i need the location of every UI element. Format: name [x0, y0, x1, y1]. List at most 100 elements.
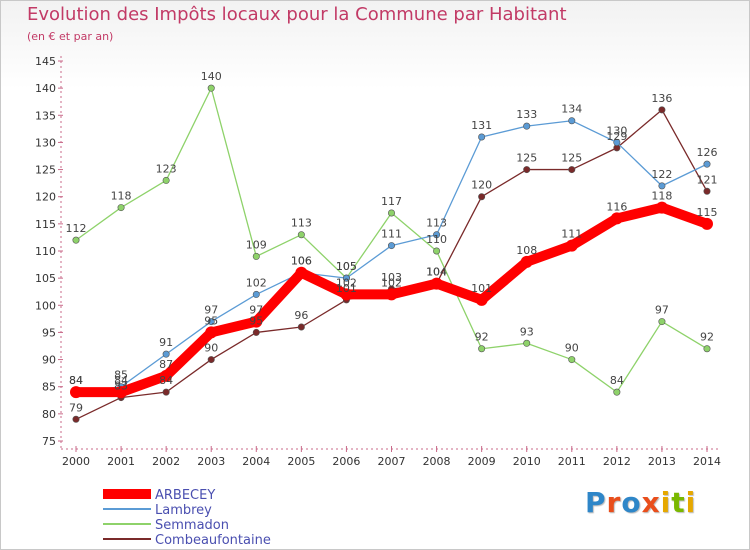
x-tick-label: 2005	[287, 455, 315, 468]
data-label-arbecey: 116	[606, 200, 627, 213]
data-point-arbecey	[295, 266, 308, 279]
data-point-lambrey	[387, 242, 395, 250]
data-label-arbecey: 102	[336, 276, 357, 289]
legend-label-combeaufontaine: Combeaufontaine	[155, 533, 271, 548]
data-label-combeaufontaine: 101	[336, 282, 357, 295]
data-label-combeaufontaine: 104	[426, 266, 447, 279]
data-point-semmadon	[207, 84, 215, 92]
data-label-semmadon: 105	[336, 260, 357, 273]
data-point-arbecey	[655, 201, 668, 214]
x-tick-label: 2008	[423, 455, 451, 468]
data-point-arbecey	[520, 255, 533, 268]
y-tick-label: 85	[42, 381, 56, 394]
data-label-lambrey: 113	[426, 217, 447, 230]
y-tick-label: 130	[35, 136, 56, 149]
data-label-semmadon: 113	[291, 217, 312, 230]
data-label-lambrey: 134	[561, 103, 582, 116]
data-label-combeaufontaine: 125	[561, 152, 582, 165]
data-point-arbecey	[160, 369, 173, 382]
data-point-arbecey	[610, 212, 623, 225]
data-point-arbecey	[701, 217, 713, 230]
y-tick-label: 110	[35, 245, 56, 258]
data-label-arbecey: 104	[426, 266, 447, 279]
data-point-combeaufontaine	[568, 166, 576, 174]
data-label-arbecey: 101	[471, 282, 492, 295]
chart-title: Evolution des Impôts locaux pour la Comm…	[27, 4, 567, 25]
data-label-lambrey: 102	[246, 276, 267, 289]
data-label-combeaufontaine: 125	[516, 152, 537, 165]
data-point-arbecey	[70, 386, 82, 399]
data-point-lambrey	[568, 117, 576, 125]
x-tick-label: 2009	[468, 455, 496, 468]
data-point-lambrey	[433, 231, 441, 239]
data-label-lambrey: 111	[381, 228, 402, 241]
data-point-combeaufontaine	[658, 106, 666, 114]
y-tick-label: 100	[35, 299, 56, 312]
x-tick-label: 2006	[332, 455, 360, 468]
data-point-semmadon	[297, 231, 305, 239]
y-tick-label: 135	[35, 109, 56, 122]
data-label-arbecey: 95	[204, 314, 218, 327]
data-point-semmadon	[568, 356, 576, 364]
data-label-lambrey: 84	[69, 374, 83, 387]
y-tick-label: 90	[42, 354, 56, 367]
data-point-lambrey	[342, 274, 350, 282]
data-point-arbecey	[205, 326, 218, 339]
data-label-semmadon: 84	[610, 374, 624, 387]
data-label-combeaufontaine: 103	[381, 271, 402, 284]
y-tick-label: 145	[35, 55, 56, 68]
data-label-lambrey: 133	[516, 108, 537, 121]
data-label-lambrey: 85	[114, 369, 128, 382]
y-tick-label: 105	[35, 272, 56, 285]
y-tick-label: 120	[35, 191, 56, 204]
data-point-semmadon	[162, 176, 170, 184]
data-point-arbecey	[340, 288, 353, 301]
data-point-semmadon	[478, 345, 486, 353]
data-label-semmadon: 118	[111, 190, 132, 203]
x-tick-label: 2013	[648, 455, 676, 468]
data-point-lambrey	[252, 290, 260, 298]
data-point-semmadon	[658, 318, 666, 326]
data-label-lambrey: 105	[336, 260, 357, 273]
data-point-semmadon	[613, 388, 621, 396]
data-label-semmadon: 117	[381, 195, 402, 208]
y-tick-label: 115	[35, 218, 56, 231]
data-label-lambrey: 126	[697, 146, 718, 159]
data-label-semmadon: 109	[246, 238, 267, 251]
data-label-arbecey: 87	[159, 358, 173, 371]
data-point-combeaufontaine	[297, 323, 305, 331]
y-tick-label: 95	[42, 326, 56, 339]
data-label-arbecey: 115	[697, 206, 718, 219]
data-label-semmadon: 123	[156, 162, 177, 175]
data-label-semmadon: 92	[475, 331, 489, 344]
data-point-lambrey	[658, 182, 666, 190]
data-point-arbecey	[250, 315, 263, 328]
data-label-semmadon: 97	[655, 304, 669, 317]
data-label-combeaufontaine: 79	[69, 401, 83, 414]
data-point-lambrey	[478, 133, 486, 141]
data-label-arbecey: 102	[381, 276, 402, 289]
x-tick-label: 2010	[513, 455, 541, 468]
data-point-combeaufontaine	[207, 356, 215, 364]
data-label-arbecey: 106	[291, 255, 312, 268]
data-point-lambrey	[162, 350, 170, 358]
data-point-arbecey	[475, 293, 488, 306]
data-point-semmadon	[252, 252, 260, 260]
data-point-combeaufontaine	[478, 193, 486, 201]
proxiti-logo: Proxiti	[585, 486, 697, 519]
data-label-arbecey: 118	[651, 190, 672, 203]
data-label-semmadon: 93	[520, 325, 534, 338]
data-label-combeaufontaine: 95	[249, 314, 263, 327]
data-label-lambrey: 122	[651, 168, 672, 181]
legend-label-lambrey: Lambrey	[155, 503, 212, 518]
legend-label-semmadon: Semmadon	[155, 518, 229, 533]
data-point-semmadon	[703, 345, 711, 353]
data-label-semmadon: 90	[565, 342, 579, 355]
data-point-lambrey	[207, 318, 215, 326]
y-tick-label: 80	[42, 408, 56, 421]
data-point-semmadon	[72, 236, 80, 244]
data-label-semmadon: 112	[66, 222, 87, 235]
y-tick-label: 75	[42, 435, 56, 448]
data-label-lambrey: 91	[159, 336, 173, 349]
y-tick-label: 140	[35, 82, 56, 95]
